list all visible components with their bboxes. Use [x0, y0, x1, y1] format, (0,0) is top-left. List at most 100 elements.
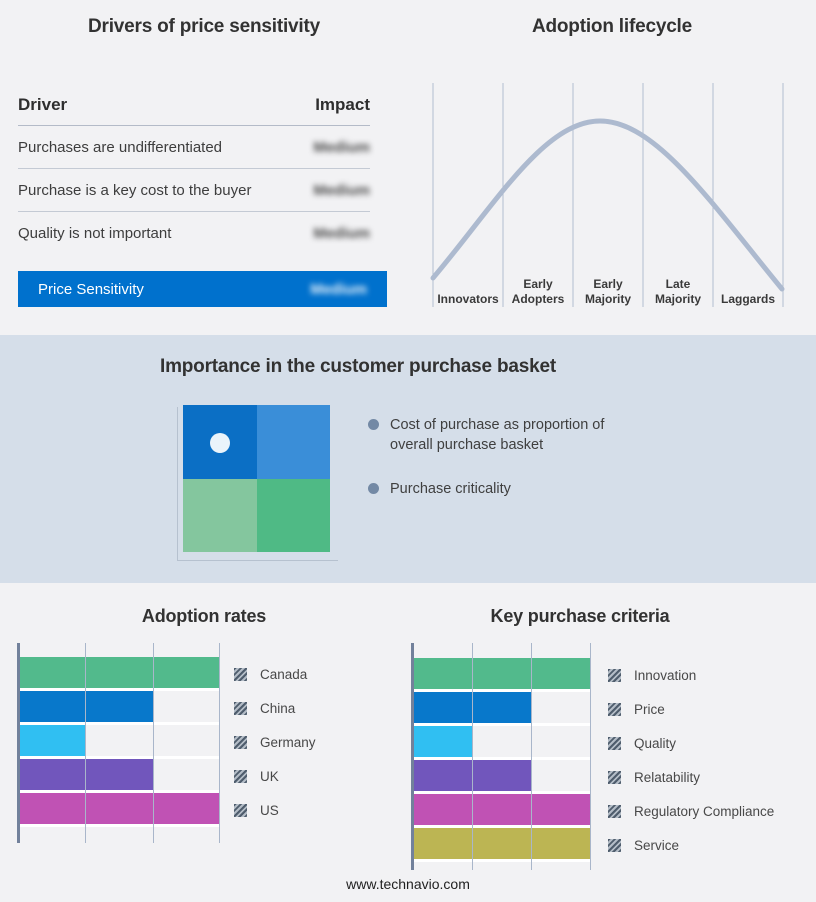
- legend-label: Germany: [260, 734, 316, 750]
- price-sensitivity-summary-row: Price Sensitivity Medium: [18, 271, 387, 307]
- bar-row-regulatory-compliance: [412, 794, 591, 828]
- table-row: Purchase is a key cost to the buyer Medi…: [18, 169, 370, 212]
- technavio-link[interactable]: www.technavio.com: [346, 876, 470, 892]
- hatched-swatch-icon: [234, 701, 247, 715]
- drivers-table: Driver Impact Purchases are undifferenti…: [18, 90, 370, 255]
- bar-service: [412, 828, 591, 859]
- legend-item-relatability: Relatability: [608, 760, 774, 794]
- legend-label: China: [260, 700, 296, 716]
- bar-row-quality: [412, 726, 591, 760]
- quadrant-x-axis: [177, 560, 338, 561]
- gridline: [85, 643, 87, 843]
- driver-cell: Quality is not important: [18, 225, 172, 242]
- quadrant-y-axis: [177, 407, 178, 560]
- bar-group: [412, 643, 591, 862]
- bullet-text: Purchase criticality: [390, 481, 511, 497]
- bar-row-relatability: [412, 760, 591, 794]
- stage-label-late-majority: Late Majority: [654, 277, 701, 306]
- adoption-rates-title: Adoption rates: [141, 606, 267, 626]
- bar-row-germany: [18, 725, 220, 759]
- stage-label-early-adopters: Early Adopters: [511, 277, 565, 306]
- bar-row-canada: [18, 657, 220, 691]
- hatched-swatch-icon: [608, 702, 621, 716]
- legend-label: Innovation: [634, 667, 697, 683]
- legend-item-regulatory-compliance: Regulatory Compliance: [608, 794, 774, 828]
- hatched-swatch-icon: [234, 803, 247, 817]
- legend-item-service: Service: [608, 828, 774, 862]
- hatched-swatch-icon: [608, 736, 621, 750]
- driver-cell: Purchase is a key cost to the buyer: [18, 181, 252, 199]
- bullet-icon: [368, 419, 379, 430]
- list-item: Cost of purchase as proportion of overal…: [368, 415, 630, 455]
- bar-regulatory-compliance: [412, 794, 591, 825]
- drivers-panel-title: Drivers of price sensitivity: [87, 16, 320, 37]
- drivers-table-header: Driver Impact: [18, 90, 370, 126]
- key-purchase-criteria-legend: Innovation Price Quality Relatability Regula…: [608, 643, 774, 862]
- basket-bullet-list: Cost of purchase as proportion of overal…: [368, 415, 630, 523]
- table-row: Purchases are undifferentiated Medium: [18, 126, 370, 169]
- hatched-swatch-icon: [608, 804, 621, 818]
- bar-row-us: [18, 793, 220, 827]
- impact-cell-blurred: Medium: [313, 181, 370, 199]
- legend-label: Canada: [260, 666, 308, 682]
- hatched-swatch-icon: [234, 769, 247, 783]
- legend-label: US: [260, 802, 279, 818]
- legend-label: Relatability: [634, 769, 701, 785]
- legend-label: UK: [260, 768, 279, 784]
- bar-innovation: [412, 658, 591, 689]
- hatched-swatch-icon: [608, 668, 621, 682]
- purchase-basket-quadrant: [183, 405, 330, 552]
- bar-row-price: [412, 692, 591, 726]
- gridline: [590, 643, 591, 870]
- bullet-icon: [368, 483, 379, 494]
- impact-cell-blurred: Medium: [313, 225, 370, 242]
- hatched-swatch-icon: [608, 838, 621, 852]
- legend-label: Quality: [634, 735, 677, 751]
- bar-row-innovation: [412, 658, 591, 692]
- impact-cell-blurred: Medium: [313, 138, 370, 156]
- quadrant-bottom-left: [183, 478, 257, 552]
- impact-cell-blurred: Medium: [310, 280, 367, 298]
- legend-label: Price: [634, 701, 665, 717]
- bar-row-service: [412, 828, 591, 862]
- column-header-driver: Driver: [18, 95, 68, 114]
- lifecycle-chart: [430, 83, 785, 307]
- hatched-swatch-icon: [234, 667, 247, 681]
- key-purchase-criteria-chart: [411, 643, 591, 870]
- bar-quality: [412, 726, 472, 757]
- lifecycle-panel: Adoption lifecycle Innovators Early Adop…: [408, 0, 816, 335]
- key-purchase-criteria-title: Key purchase criteria: [490, 606, 670, 626]
- legend-item-china: China: [234, 691, 316, 725]
- hatched-swatch-icon: [608, 770, 621, 784]
- drivers-panel: Drivers of price sensitivity Driver Impa…: [0, 0, 408, 335]
- legend-label: Service: [634, 837, 680, 853]
- bullet-text: Cost of purchase as proportion of overal…: [390, 417, 605, 453]
- bar-group: [18, 643, 220, 827]
- position-marker-dot: [210, 433, 230, 453]
- gridline: [471, 643, 473, 870]
- gridline: [219, 643, 220, 843]
- quadrant-bottom-right: [256, 478, 330, 552]
- legend-item-innovation: Innovation: [608, 658, 774, 692]
- y-axis-line: [17, 643, 20, 843]
- legend-item-us: US: [234, 793, 316, 827]
- key-purchase-criteria-panel: Key purchase criteria Innovation Price Qua…: [408, 583, 816, 902]
- stage-label-early-majority: Early Majority: [584, 277, 631, 306]
- quadrant-top-right: [256, 405, 330, 479]
- bar-us: [18, 793, 220, 824]
- legend-item-canada: Canada: [234, 657, 316, 691]
- legend-item-quality: Quality: [608, 726, 774, 760]
- stage-label-laggards: Laggards: [720, 292, 775, 306]
- bar-canada: [18, 657, 220, 688]
- stage-label-innovators: Innovators: [437, 292, 499, 306]
- summary-row-label: Price Sensitivity: [38, 280, 144, 298]
- adoption-rates-legend: Canada China Germany UK US: [234, 643, 316, 827]
- bar-row-uk: [18, 759, 220, 793]
- lifecycle-curve: [430, 118, 785, 292]
- legend-item-price: Price: [608, 692, 774, 726]
- column-header-impact: Impact: [315, 95, 370, 114]
- basket-title: Importance in the customer purchase bask…: [160, 356, 556, 377]
- lifecycle-panel-title: Adoption lifecycle: [531, 16, 693, 37]
- gridline: [531, 643, 533, 870]
- bar-germany: [18, 725, 86, 756]
